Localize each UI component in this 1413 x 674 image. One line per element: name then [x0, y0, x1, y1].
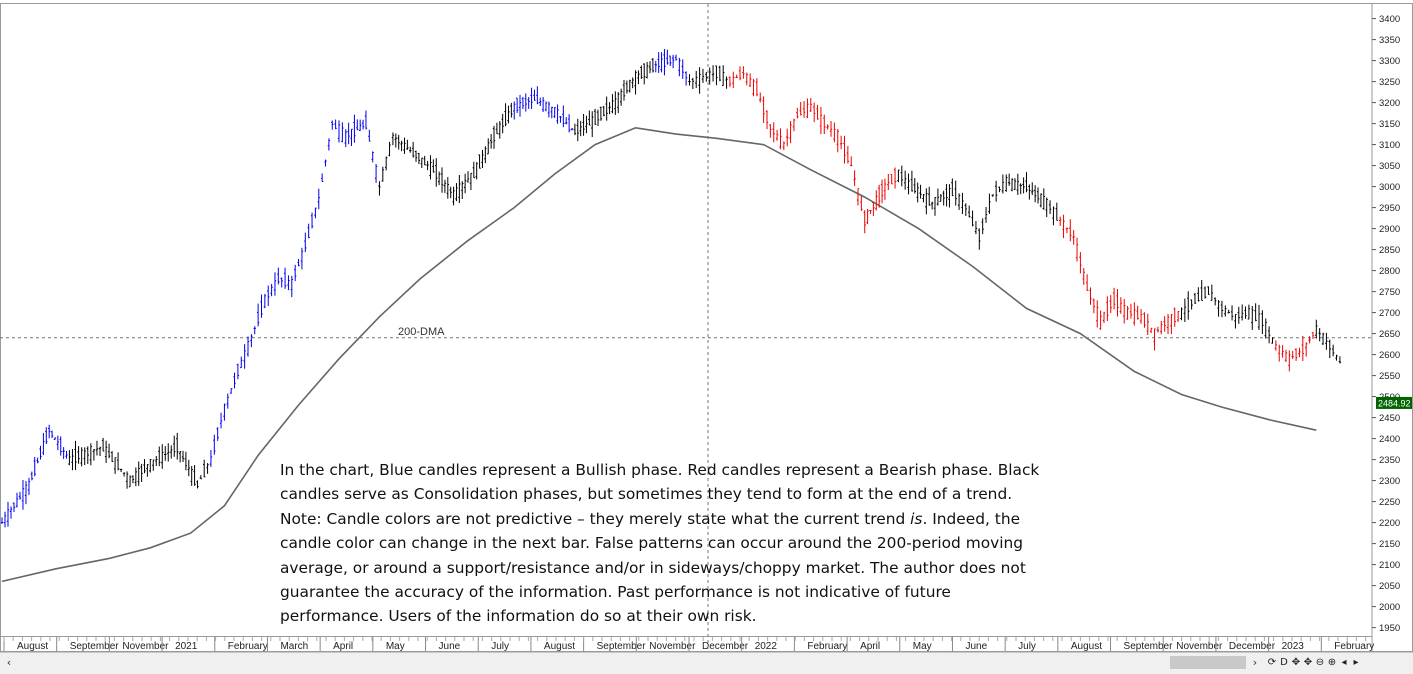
refresh-icon[interactable]: ⟳ — [1267, 657, 1277, 668]
d-icon[interactable]: D — [1280, 657, 1288, 668]
x-tick-label: November — [1176, 641, 1223, 652]
y-tick-label: 2700 — [1379, 308, 1400, 319]
next-icon[interactable]: ▸ — [1353, 657, 1359, 668]
x-tick-label: 2022 — [755, 641, 778, 652]
y-tick-label: 2800 — [1379, 266, 1400, 277]
x-tick-label: April — [333, 641, 353, 652]
x-tick-label: June — [965, 641, 987, 652]
x-tick-label: February — [1334, 641, 1374, 652]
scroll-left-button[interactable]: ‹ — [6, 656, 12, 669]
y-tick-label: 3100 — [1379, 140, 1400, 151]
y-tick-label: 2000 — [1379, 602, 1400, 613]
x-tick-label: November — [649, 641, 696, 652]
candlestick-chart[interactable]: 1950 2000 2050 2100 2150 2200 2250 2300 2350 2400… — [0, 0, 1413, 652]
annotation-part-2: . Indeed, the candle color can change in… — [280, 509, 1026, 626]
moving-average-label: 200-DMA — [398, 326, 445, 338]
x-tick-label: 2023 — [1282, 641, 1305, 652]
y-tick-label: 2400 — [1379, 434, 1400, 445]
prev-icon[interactable]: ◂ — [1341, 657, 1347, 668]
x-tick-label: May — [913, 641, 932, 652]
x-tick-label: February — [807, 641, 847, 652]
y-tick-label: 3300 — [1379, 56, 1400, 67]
y-tick-label: 2950 — [1379, 203, 1400, 214]
x-tick-label: July — [491, 641, 509, 652]
x-tick-label: September — [1124, 641, 1174, 652]
y-tick-label: 3350 — [1379, 35, 1400, 46]
last-price-badge — [1376, 396, 1412, 409]
y-tick-label: 2450 — [1379, 413, 1400, 424]
y-tick-label: 3050 — [1379, 161, 1400, 172]
y-tick-label: 3200 — [1379, 98, 1400, 109]
y-tick-label: 1950 — [1379, 623, 1400, 634]
move-icon[interactable]: ✥ — [1303, 657, 1313, 668]
y-tick-label: 2100 — [1379, 560, 1400, 571]
y-tick-label: 2250 — [1379, 497, 1400, 508]
y-tick-label: 2550 — [1379, 371, 1400, 382]
y-tick-label: 2650 — [1379, 329, 1400, 340]
zoom-out-icon[interactable]: ⊖ — [1315, 657, 1325, 668]
x-tick-label: December — [702, 641, 749, 652]
scroll-right-button[interactable]: › — [1252, 656, 1258, 669]
x-tick-label: April — [860, 641, 880, 652]
y-tick-label: 2600 — [1379, 350, 1400, 361]
zoom-in-icon[interactable]: ⊕ — [1327, 657, 1337, 668]
annotation-italic: is — [910, 509, 923, 528]
x-tick-label: February — [228, 641, 268, 652]
annotation-part-1: In the chart, Blue candles represent a B… — [280, 461, 1040, 528]
y-tick-label: 2150 — [1379, 539, 1400, 550]
y-tick-label: 2050 — [1379, 581, 1400, 592]
crosshair-icon[interactable]: ✥ — [1291, 657, 1301, 668]
x-tick-label: March — [280, 641, 308, 652]
x-tick-label: July — [1018, 641, 1036, 652]
y-tick-label: 3400 — [1379, 14, 1400, 25]
x-tick-label: August — [544, 641, 575, 652]
y-tick-label: 2900 — [1379, 224, 1400, 235]
y-tick-label: 2200 — [1379, 518, 1400, 529]
bottom-toolbar: ‹ › ⟳ D ✥ ✥ ⊖ ⊕ ◂ ▸ — [0, 652, 1413, 674]
y-tick-label: 3250 — [1379, 77, 1400, 88]
y-tick-label: 2850 — [1379, 245, 1400, 256]
last-price-label: 2484.92 — [1378, 398, 1411, 408]
x-tick-label: June — [439, 641, 461, 652]
x-tick-label: November — [122, 641, 169, 652]
horizontal-scroll-thumb[interactable] — [1170, 656, 1246, 669]
x-tick-label: August — [17, 641, 48, 652]
x-tick-label: September — [597, 641, 647, 652]
moving-average-200-line — [1, 126, 1317, 583]
chart-annotation-text: In the chart, Blue candles represent a B… — [280, 458, 1040, 629]
y-tick-label: 2350 — [1379, 455, 1400, 466]
y-tick-label: 2300 — [1379, 476, 1400, 487]
y-tick-label: 3000 — [1379, 182, 1400, 193]
x-tick-label: August — [1071, 641, 1102, 652]
x-tick-label: September — [70, 641, 120, 652]
x-tick-label: 2021 — [175, 641, 198, 652]
x-tick-label: December — [1229, 641, 1276, 652]
y-tick-label: 2750 — [1379, 287, 1400, 298]
chart-tools: ⟳ D ✥ ✥ ⊖ ⊕ ◂ ▸ — [1266, 655, 1362, 671]
x-tick-label: May — [386, 641, 405, 652]
y-tick-label: 3150 — [1379, 119, 1400, 130]
